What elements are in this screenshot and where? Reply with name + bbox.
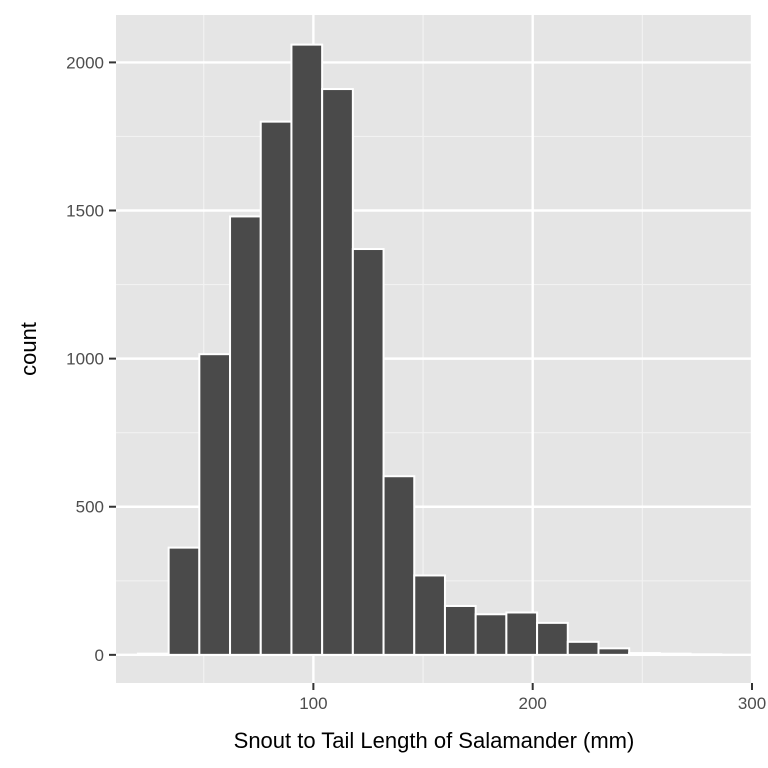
histogram-bar-13 [505,611,539,656]
x-tick-label: 100 [299,694,327,713]
histogram-bar-2 [167,546,201,656]
histogram-bar-12 [474,613,508,656]
histogram-bar-6 [290,43,324,656]
histogram-bar-7 [321,88,354,656]
histogram-bar-4 [229,215,262,656]
histogram-bar-9 [382,475,416,656]
histogram-bars [136,43,723,656]
y-tick-label: 500 [76,498,104,517]
y-axis-ticks: 0 500 1000 1500 2000 [66,53,116,665]
histogram-bar-17 [628,652,661,656]
histogram-bar-11 [443,604,477,656]
x-axis-title: Snout to Tail Length of Salamander (mm) [234,728,635,753]
x-axis-ticks: 100 200 300 [299,683,766,713]
histogram-bar-5 [259,120,293,656]
y-tick-label: 0 [95,646,104,665]
histogram-bar-8 [351,248,385,656]
histogram-bar-3 [198,353,232,656]
y-tick-label: 1000 [66,350,104,369]
x-tick-label: 300 [738,694,766,713]
y-tick-label: 1500 [66,202,104,221]
y-tick-label: 2000 [66,53,104,72]
histogram-bar-1 [136,652,170,656]
histogram-bar-10 [413,574,446,656]
histogram-bar-18 [658,652,692,656]
histogram-bar-14 [536,621,569,656]
x-tick-label: 200 [519,694,547,713]
histogram-bar-15 [566,640,600,656]
histogram-bar-16 [597,647,631,656]
histogram-bar-19 [689,653,723,656]
y-axis-title: count [16,322,41,376]
